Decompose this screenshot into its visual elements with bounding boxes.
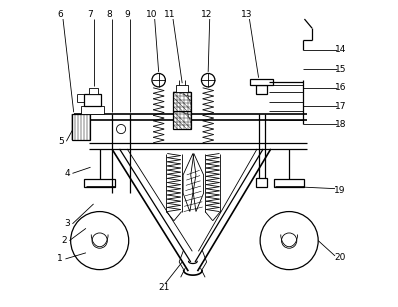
Text: 15: 15: [336, 65, 347, 74]
Text: 16: 16: [336, 83, 347, 92]
Bar: [84, 180, 115, 187]
Text: 19: 19: [334, 186, 345, 195]
Text: 4: 4: [64, 169, 70, 178]
Bar: [84, 94, 101, 106]
Text: 18: 18: [336, 120, 347, 129]
Bar: [173, 111, 191, 129]
Text: 3: 3: [64, 219, 70, 228]
Text: 14: 14: [336, 45, 347, 54]
Text: 12: 12: [201, 10, 212, 19]
Text: 21: 21: [158, 283, 170, 292]
Bar: [250, 79, 273, 85]
Text: 9: 9: [124, 10, 130, 19]
Text: 5: 5: [58, 137, 64, 146]
Bar: [256, 178, 267, 187]
Bar: [274, 180, 304, 187]
Bar: [173, 92, 191, 111]
Text: 13: 13: [241, 10, 252, 19]
Bar: [72, 114, 90, 140]
Text: 11: 11: [164, 10, 176, 19]
Text: 8: 8: [106, 10, 112, 19]
Bar: [89, 88, 98, 94]
Text: 17: 17: [336, 102, 347, 111]
Text: 2: 2: [61, 236, 67, 245]
Text: 1: 1: [57, 255, 63, 263]
Bar: [256, 85, 267, 94]
Text: 20: 20: [334, 253, 345, 262]
Bar: [81, 106, 104, 114]
Bar: [176, 85, 188, 92]
Text: 7: 7: [88, 10, 94, 19]
Text: 6: 6: [57, 10, 63, 19]
Text: 10: 10: [146, 10, 157, 19]
